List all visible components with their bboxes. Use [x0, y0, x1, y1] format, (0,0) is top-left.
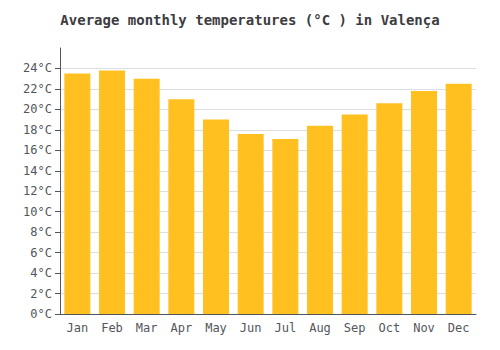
svg-text:Aug: Aug: [309, 321, 331, 335]
svg-text:10°C: 10°C: [23, 205, 52, 219]
svg-text:May: May: [205, 321, 227, 335]
svg-text:Apr: Apr: [170, 321, 192, 335]
svg-text:8°C: 8°C: [30, 225, 52, 239]
svg-text:0°C: 0°C: [30, 307, 52, 321]
svg-text:14°C: 14°C: [23, 164, 52, 178]
svg-text:Jun: Jun: [240, 321, 262, 335]
svg-text:20°C: 20°C: [23, 102, 52, 116]
svg-text:Oct: Oct: [378, 321, 400, 335]
svg-text:Mar: Mar: [136, 321, 158, 335]
svg-text:12°C: 12°C: [23, 184, 52, 198]
svg-text:22°C: 22°C: [23, 82, 52, 96]
svg-text:Jan: Jan: [66, 321, 88, 335]
svg-text:Feb: Feb: [101, 321, 123, 335]
svg-text:Dec: Dec: [448, 321, 470, 335]
svg-text:Sep: Sep: [344, 321, 366, 335]
svg-text:Jul: Jul: [274, 321, 296, 335]
svg-text:16°C: 16°C: [23, 143, 52, 157]
svg-text:2°C: 2°C: [30, 287, 52, 301]
svg-text:24°C: 24°C: [23, 61, 52, 75]
svg-text:4°C: 4°C: [30, 266, 52, 280]
svg-text:Average monthly temperatures (: Average monthly temperatures (°C ) in Va…: [60, 12, 439, 28]
svg-text:18°C: 18°C: [23, 123, 52, 137]
svg-text:6°C: 6°C: [30, 246, 52, 260]
svg-text:Nov: Nov: [413, 321, 435, 335]
